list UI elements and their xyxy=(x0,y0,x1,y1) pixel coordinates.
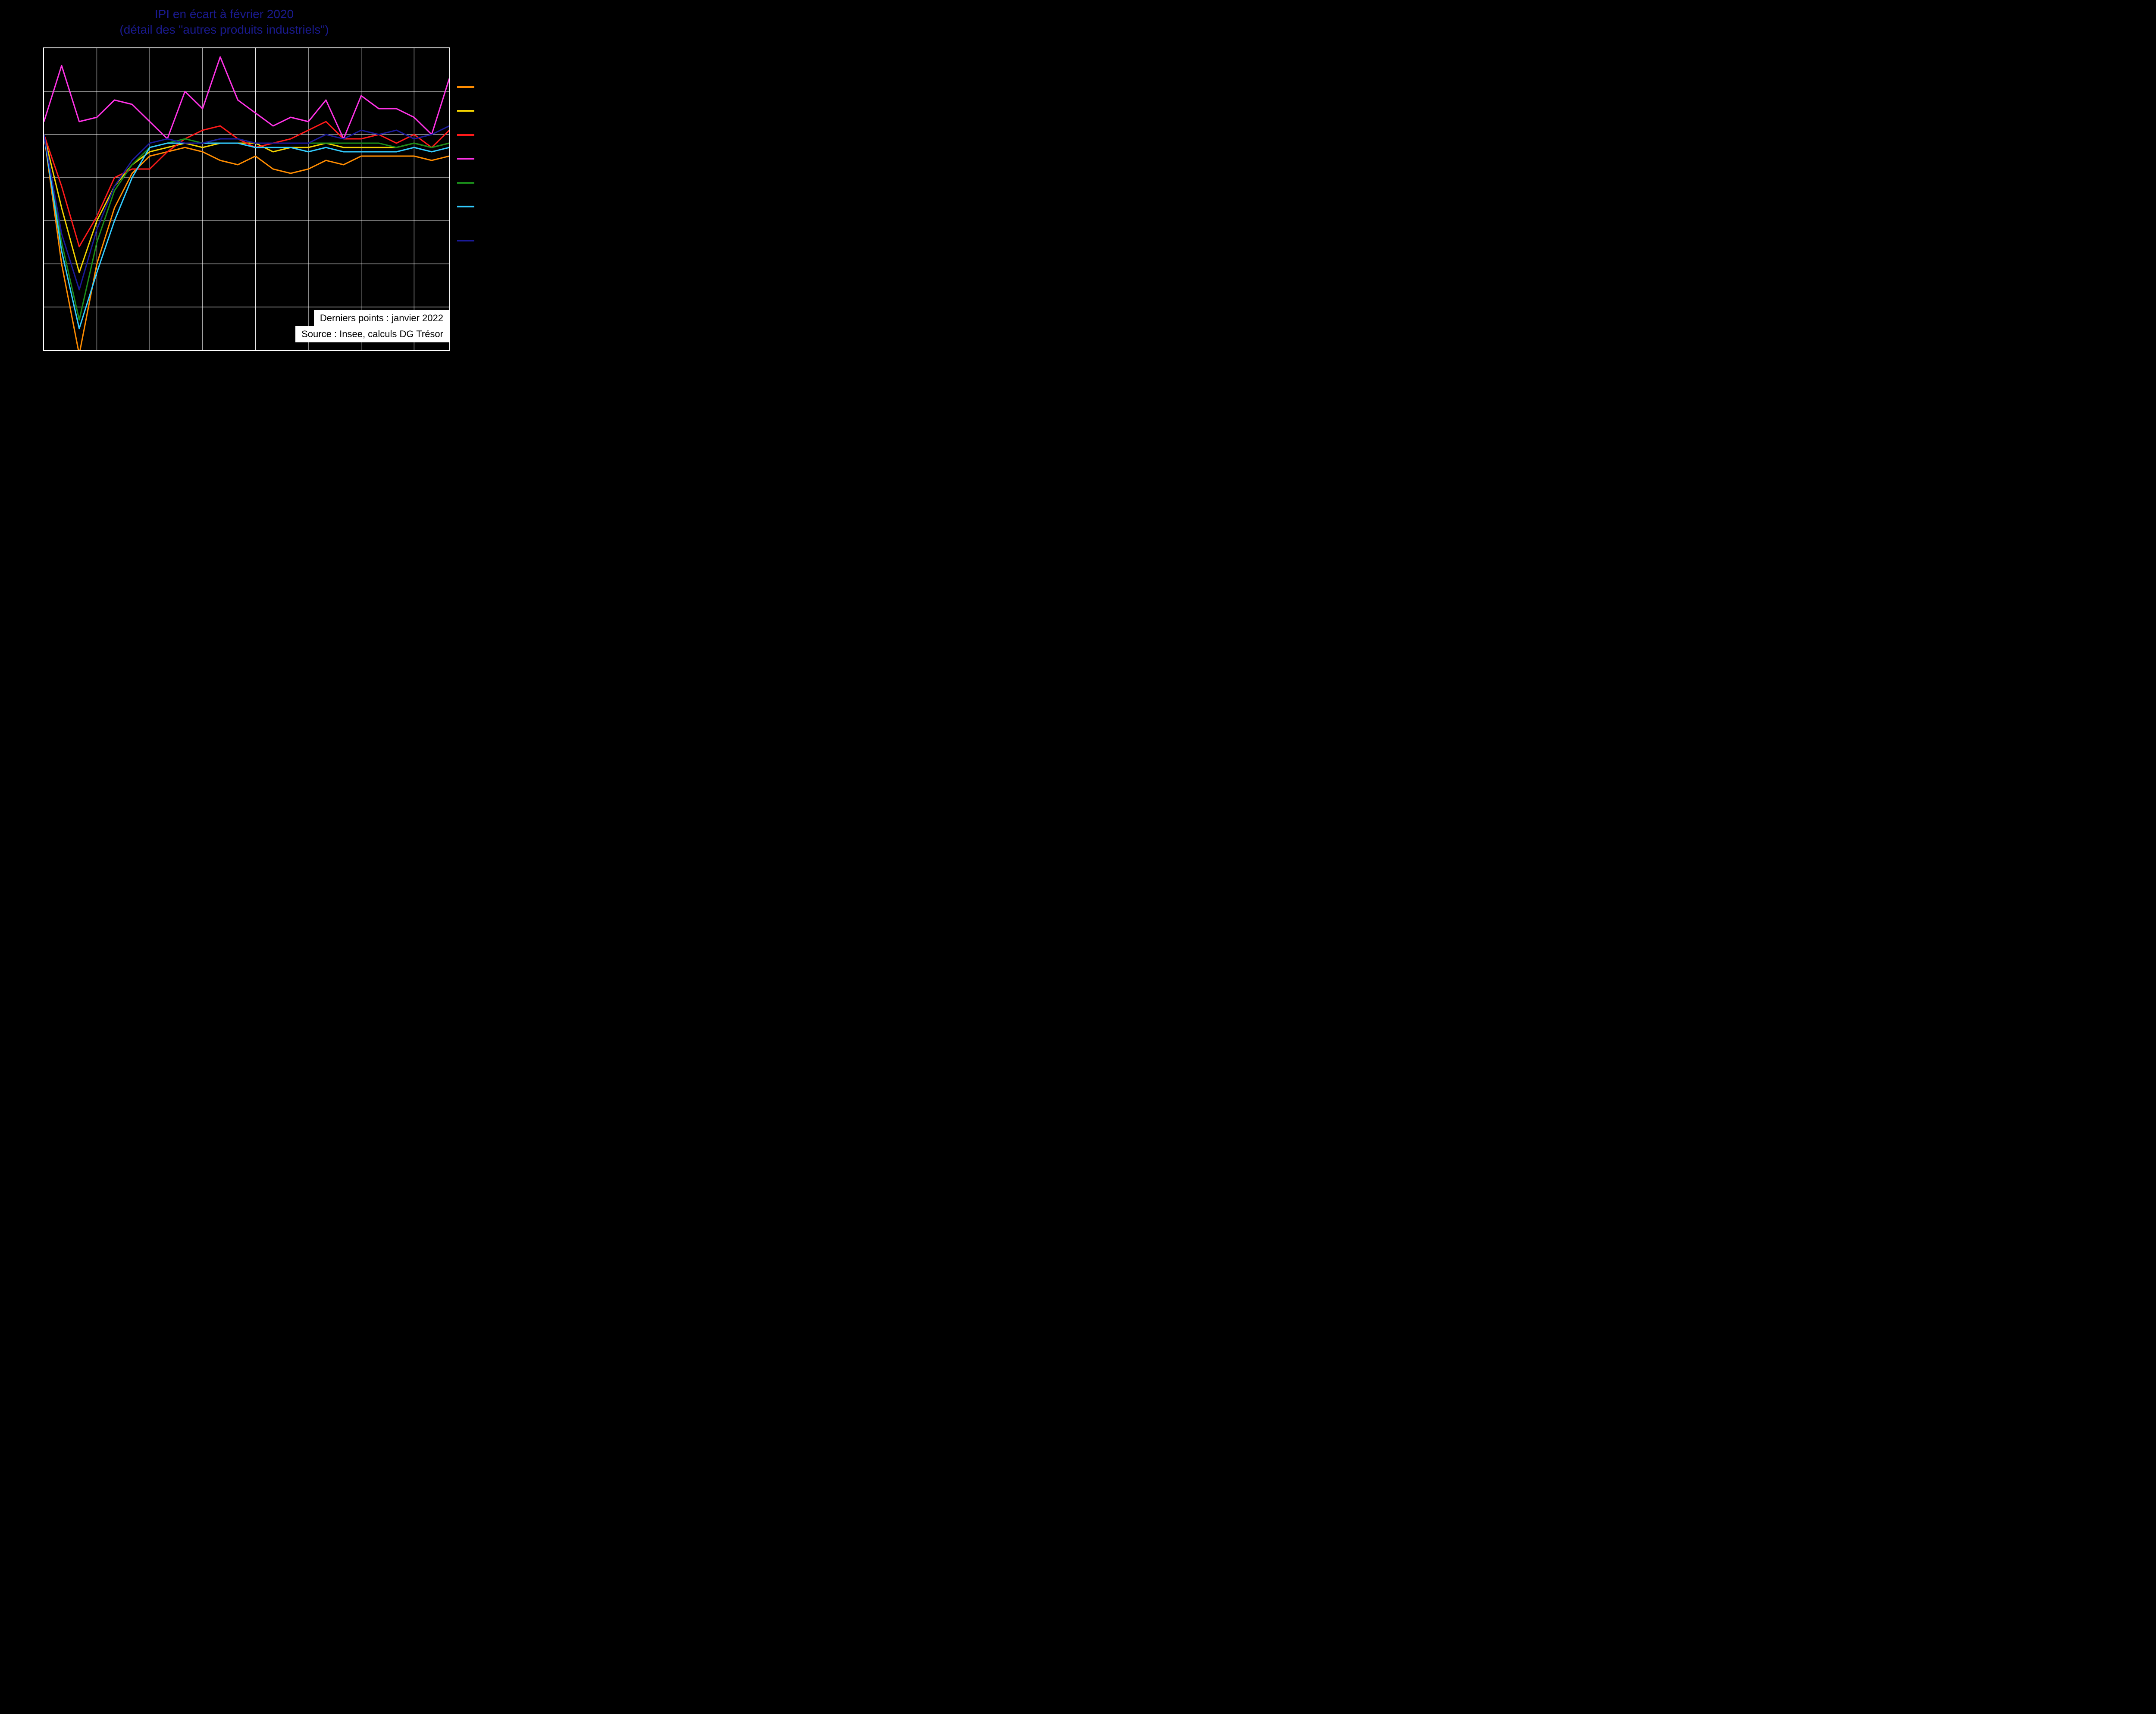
legend-swatch xyxy=(457,110,474,112)
legend-swatch xyxy=(457,182,474,184)
legend-label: Produits informatiques, électronique, op… xyxy=(479,201,630,222)
y-axis-labels: 20100-10-20-30-40-50 xyxy=(17,47,41,349)
legend-label: Caoutchouc et métallurgie xyxy=(479,178,570,188)
chart-title-line1: IPI en écart à février 2020 xyxy=(0,6,448,22)
series-line xyxy=(44,135,449,320)
y-tick-label: -30 xyxy=(17,259,41,268)
legend-item: Produits informatiques, électronique, op… xyxy=(457,201,630,222)
legend-swatch xyxy=(457,134,474,136)
series-line xyxy=(44,135,449,273)
chart-title: IPI en écart à février 2020 (détail des … xyxy=(0,6,448,38)
x-tick-label: août-21 xyxy=(349,354,372,361)
legend-swatch xyxy=(457,158,474,160)
legend-label: Textile, cuir et chaussure xyxy=(479,82,565,92)
y-tick-label: 20 xyxy=(17,43,41,52)
x-tick-label: nov-20 xyxy=(191,354,212,361)
x-tick-label: mai-21 xyxy=(297,354,318,361)
x-tick-label: nov-21 xyxy=(403,354,424,361)
series-line xyxy=(44,135,449,329)
annotation-box: Source : Insee, calculs DG Trésor xyxy=(295,326,449,342)
legend-item: Autres industries xyxy=(457,235,630,245)
legend: Textile, cuir et chaussure Bois, papier e… xyxy=(457,82,630,259)
plot-lines xyxy=(44,48,449,350)
legend-item: Pharmaceutiques xyxy=(457,154,630,163)
legend-swatch xyxy=(457,206,474,207)
series-line xyxy=(44,126,449,290)
y-tick-label: 10 xyxy=(17,86,41,95)
x-tick-label: mai-20 xyxy=(85,354,107,361)
legend-item: Caoutchouc et métallurgie xyxy=(457,178,630,188)
legend-label: Bois, papier et imprimerie xyxy=(479,106,567,116)
series-line xyxy=(44,57,449,139)
y-tick-label: -40 xyxy=(17,302,41,311)
y-tick-label: -20 xyxy=(17,216,41,225)
y-tick-label: -10 xyxy=(17,172,41,182)
x-axis-labels: févr-20mai-20août-20nov-20févr-21mai-21a… xyxy=(43,354,448,371)
legend-item: Chimiques xyxy=(457,130,630,140)
legend-item: Textile, cuir et chaussure xyxy=(457,82,630,92)
legend-label: Autres industries xyxy=(479,235,537,245)
legend-swatch xyxy=(457,86,474,88)
y-tick-label: 0 xyxy=(17,129,41,138)
x-tick-label: févr-20 xyxy=(32,354,54,361)
legend-swatch xyxy=(457,240,474,241)
chart-container: IPI en écart à février 2020 (détail des … xyxy=(0,0,638,416)
chart-title-line2: (détail des "autres produits industriels… xyxy=(0,22,448,38)
x-tick-label: août-20 xyxy=(137,354,160,361)
legend-label: Chimiques xyxy=(479,130,516,140)
annotation-box: Derniers points : janvier 2022 xyxy=(314,310,449,326)
y-tick-label: -50 xyxy=(17,345,41,354)
legend-label: Pharmaceutiques xyxy=(479,154,540,163)
legend-item: Bois, papier et imprimerie xyxy=(457,106,630,116)
plot-area: Derniers points : janvier 2022Source : I… xyxy=(43,47,450,351)
x-tick-label: févr-21 xyxy=(244,354,266,361)
